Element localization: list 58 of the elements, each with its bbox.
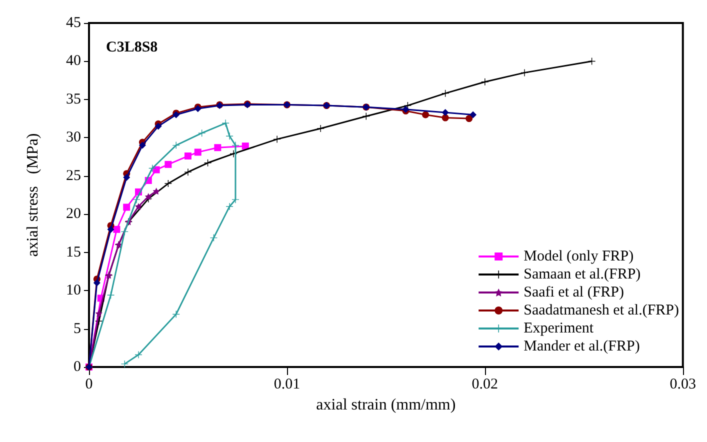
- point: [442, 108, 449, 116]
- x-tick-label: 0.03: [670, 376, 696, 392]
- x-tick-label: 0: [85, 376, 93, 392]
- point: [93, 279, 100, 286]
- y-tick-label: 25: [66, 168, 81, 184]
- y-tick-label: 15: [66, 244, 81, 260]
- point: [317, 124, 324, 132]
- legend-label: Samaan et al.(FRP): [524, 266, 641, 282]
- point: [154, 122, 162, 130]
- point: [134, 202, 142, 210]
- annotation: C3L8S8: [106, 40, 158, 56]
- point: [198, 130, 206, 137]
- point: [521, 69, 528, 76]
- y-tick-label: 45: [66, 15, 81, 31]
- point: [404, 102, 412, 110]
- x-tick-label: 0.02: [472, 376, 498, 392]
- point: [107, 226, 114, 233]
- y-axis-title: axial stress (MPa): [24, 133, 42, 257]
- point: [184, 168, 192, 176]
- x-axis-title: axial strain (mm/mm): [316, 396, 456, 414]
- legend-label: Mander et al.(FRP): [524, 338, 640, 354]
- point: [123, 174, 130, 181]
- x-tick-label: 0.01: [274, 376, 300, 392]
- y-tick-label: 35: [66, 91, 81, 108]
- y-tick-label: 0: [74, 359, 81, 375]
- point: [274, 136, 281, 143]
- legend-label: Saafi et al (FRP): [524, 284, 624, 300]
- point: [222, 120, 230, 127]
- point: [133, 196, 140, 204]
- legend-label: Model (only FRP): [524, 248, 634, 264]
- y-tick-label: 5: [74, 320, 81, 337]
- point: [121, 360, 128, 368]
- point: [226, 132, 234, 140]
- point: [152, 166, 160, 174]
- point: [134, 351, 142, 358]
- point: [138, 142, 146, 149]
- point: [164, 180, 172, 188]
- point: [164, 160, 172, 168]
- point: [194, 148, 202, 156]
- point: [113, 226, 120, 233]
- point: [466, 115, 473, 122]
- y-tick-label: 10: [66, 282, 81, 299]
- y-tick-label: 30: [66, 130, 81, 146]
- point: [152, 188, 160, 195]
- point: [442, 114, 449, 122]
- point: [242, 142, 249, 150]
- point: [214, 144, 222, 152]
- point: [95, 310, 102, 317]
- point: [470, 111, 477, 118]
- y-tick-label: 40: [66, 53, 81, 70]
- point: [123, 204, 130, 211]
- point: [226, 202, 234, 210]
- y-tick-label: 20: [66, 206, 81, 222]
- point: [184, 152, 192, 160]
- legend-label: Saadatmanesh et al.(FRP): [524, 302, 680, 318]
- point: [481, 78, 488, 86]
- point: [422, 111, 430, 118]
- legend-label: Experiment: [524, 320, 594, 336]
